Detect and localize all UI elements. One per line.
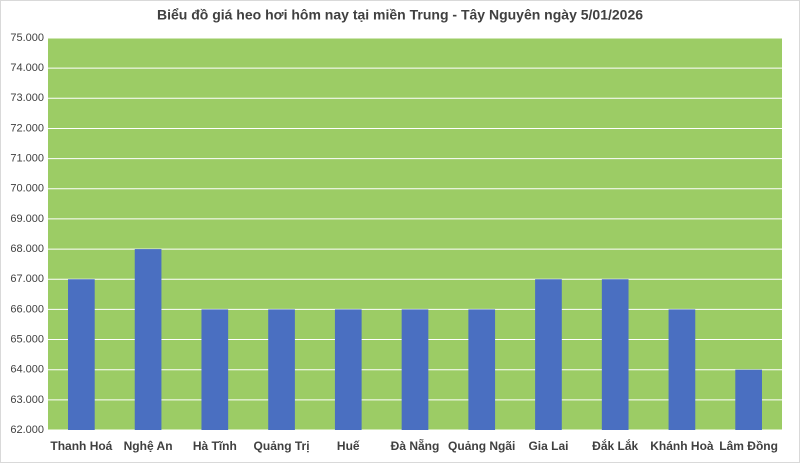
x-tick-label: Đắk Lắk (592, 438, 638, 453)
y-tick-label: 70.000 (10, 183, 44, 195)
x-tick-label: Nghệ An (124, 439, 173, 453)
x-tick-label: Gia Lai (528, 439, 568, 453)
bar (401, 309, 429, 430)
x-tick-label: Hà Tĩnh (193, 439, 237, 453)
bar (201, 309, 229, 430)
x-tick-label: Quảng Ngãi (448, 439, 515, 453)
x-tick-label: Thanh Hoá (50, 439, 112, 453)
x-tick-label: Huế (337, 439, 360, 453)
bar (68, 279, 95, 430)
x-tick-label: Quảng Trị (254, 439, 310, 453)
y-tick-label: 73.000 (10, 92, 44, 104)
chart-title: Biểu đồ giá heo hơi hôm nay tại miền Tru… (157, 7, 643, 23)
bar (601, 279, 629, 430)
y-tick-label: 63.000 (10, 394, 44, 406)
y-tick-label: 71.000 (10, 153, 44, 165)
bar (268, 309, 295, 430)
bar (468, 309, 496, 430)
y-tick-label: 68.000 (10, 243, 44, 255)
y-tick-label: 74.000 (10, 62, 44, 74)
x-tick-label: Đà Nẵng (391, 438, 440, 453)
y-tick-label: 67.000 (10, 273, 44, 285)
x-tick-label: Lâm Đồng (719, 439, 778, 453)
y-tick-label: 75.000 (10, 32, 44, 44)
bar (134, 249, 162, 430)
y-tick-label: 66.000 (10, 303, 44, 315)
y-tick-label: 64.000 (10, 364, 44, 376)
x-tick-label: Khánh Hoà (650, 439, 714, 453)
y-tick-label: 62.000 (10, 424, 44, 436)
bar (668, 309, 696, 430)
bar (535, 279, 562, 430)
bar (735, 369, 762, 430)
y-tick-label: 69.000 (10, 213, 44, 225)
bar (334, 309, 362, 430)
y-tick-label: 65.000 (10, 333, 44, 345)
y-tick-label: 72.000 (10, 122, 44, 134)
